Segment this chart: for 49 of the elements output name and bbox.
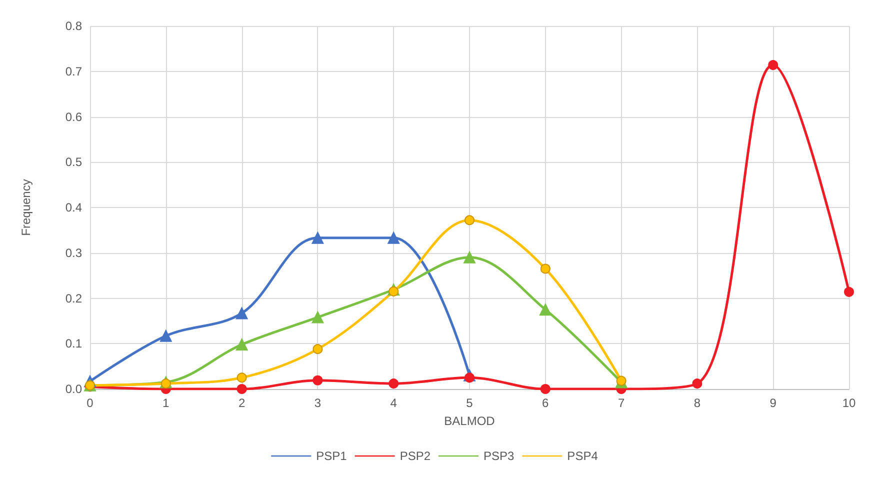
legend-label: PSP2: [400, 449, 431, 463]
point: [539, 304, 552, 316]
point: [312, 311, 324, 324]
point: [312, 375, 323, 386]
x-tick-label: 6: [542, 396, 550, 410]
y-tick-label: 0.2: [65, 291, 82, 306]
x-tick-label: 1: [162, 396, 170, 410]
point: [160, 330, 172, 342]
legend-label: PSP1: [316, 449, 348, 463]
x-tick-label: 3: [314, 396, 322, 410]
point: [312, 344, 323, 354]
point: [388, 286, 399, 296]
x-tick-label: 5: [466, 396, 474, 410]
point: [844, 286, 854, 297]
x-tick-label: 0: [86, 396, 94, 410]
y-tick-label: 0.1: [65, 336, 82, 351]
point: [540, 384, 550, 394]
point: [388, 232, 400, 244]
point: [236, 384, 247, 394]
legend-label: PSP4: [567, 449, 598, 463]
point: [236, 338, 248, 351]
point: [616, 376, 626, 386]
x-axis-title: BALMOD: [444, 414, 496, 428]
point: [540, 264, 550, 274]
x-tick-label: 4: [390, 396, 398, 410]
point: [692, 378, 702, 389]
point: [312, 232, 324, 244]
y-tick-label: 0.6: [65, 110, 82, 124]
legend-label: PSP3: [484, 449, 515, 463]
y-axis-title: Frequency: [19, 179, 33, 236]
x-tick-label: 9: [770, 396, 777, 410]
x-tick-label: 2: [238, 396, 246, 410]
point: [160, 378, 171, 389]
x-tick-label: 10: [842, 396, 856, 410]
y-tick-label: 0.4: [65, 200, 82, 214]
point: [464, 372, 474, 383]
point: [464, 215, 474, 226]
x-tick-label: 7: [618, 396, 625, 410]
y-tick-label: 0.0: [65, 382, 82, 396]
point: [464, 251, 476, 264]
y-tick-label: 0.5: [65, 155, 82, 170]
point: [236, 372, 247, 383]
point: [388, 378, 399, 389]
point: [236, 307, 248, 320]
y-tick-label: 0.3: [65, 246, 82, 260]
point: [768, 60, 778, 70]
x-tick-label: 8: [694, 396, 701, 410]
y-tick-label: 0.8: [65, 19, 82, 33]
y-tick-label: 0.7: [65, 64, 82, 78]
